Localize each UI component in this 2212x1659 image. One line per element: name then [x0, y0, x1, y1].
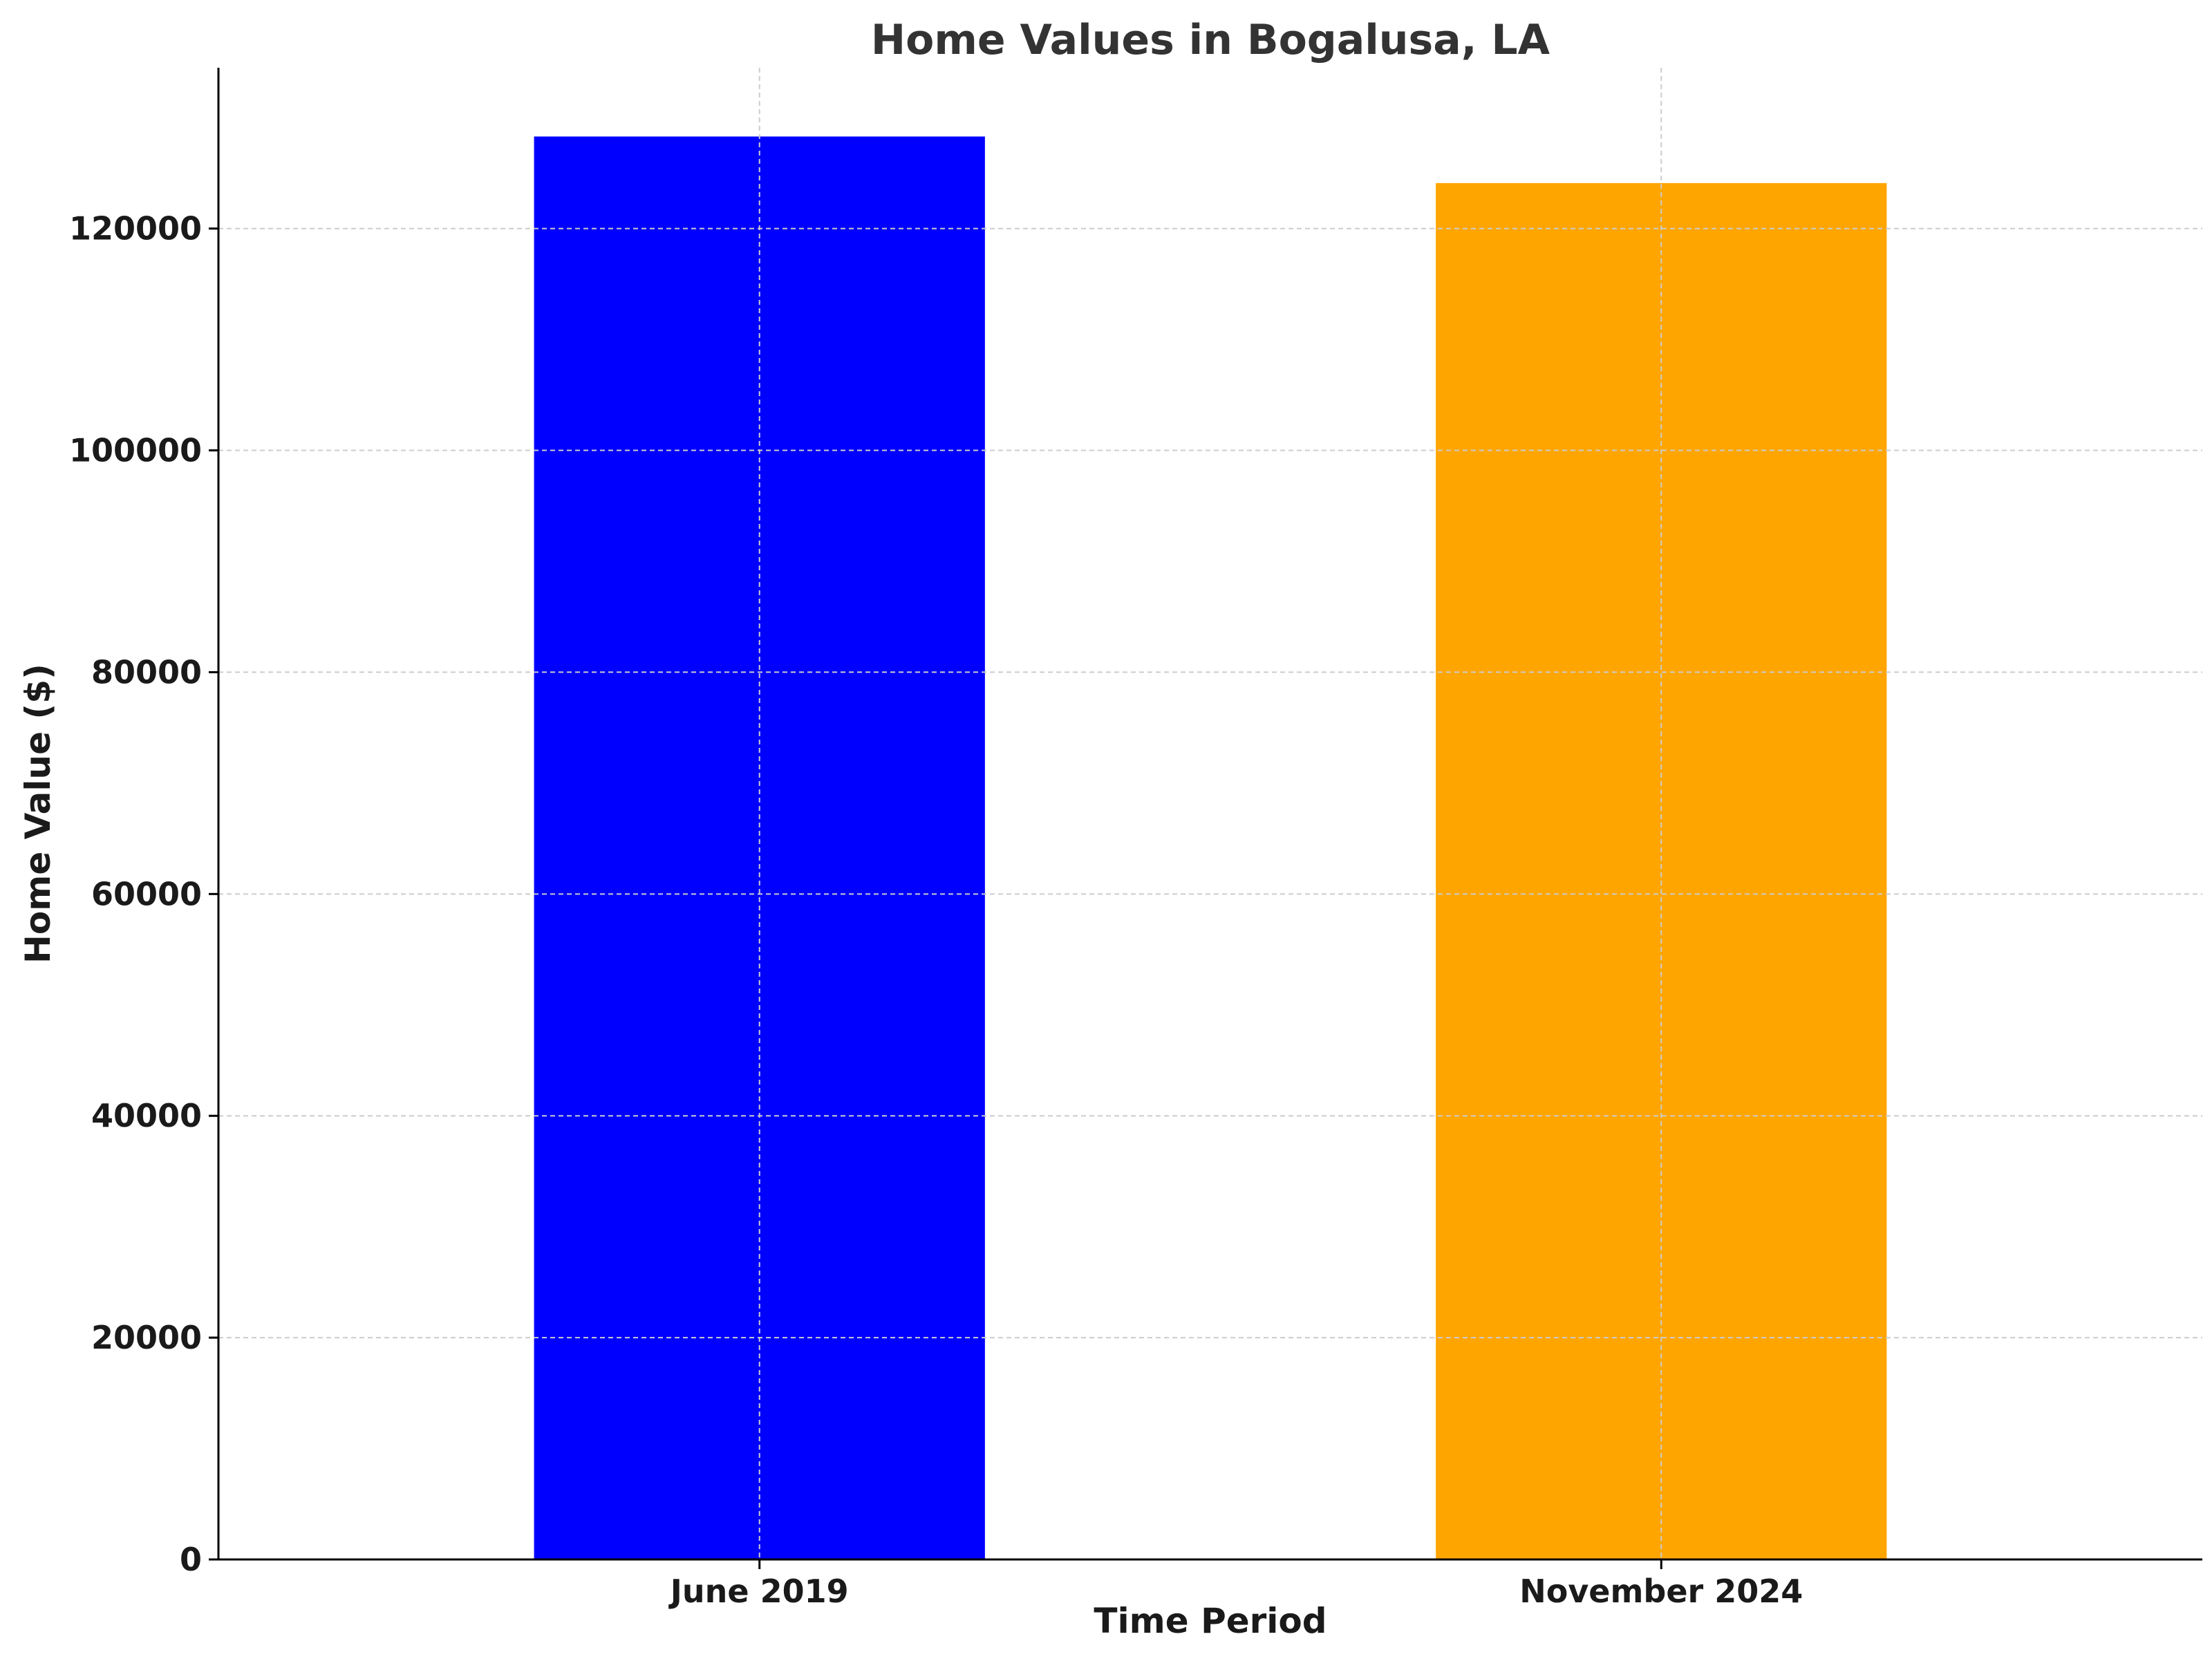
x-tick-label: November 2024 [1519, 1573, 1803, 1610]
x-tick-label: June 2019 [668, 1573, 849, 1610]
y-tick-label: 40000 [91, 1097, 202, 1134]
y-tick-label: 80000 [91, 653, 202, 691]
x-axis-label: Time Period [1094, 1601, 1327, 1641]
y-axis-label: Home Value ($) [18, 664, 58, 964]
y-tick-label: 100000 [69, 432, 202, 469]
tick-layer: 0 20000 40000 60000 80000 100000 120000 June 20… [69, 210, 1803, 1610]
y-tick-label: 0 [180, 1541, 202, 1578]
y-tick-label: 20000 [91, 1319, 202, 1356]
bar [1436, 182, 1887, 1559]
bar-layer [534, 136, 1887, 1560]
grid-layer [218, 68, 2202, 1559]
chart-title: Home Values in Bogalusa, LA [871, 16, 1550, 64]
y-tick-label: 120000 [69, 210, 202, 247]
y-tick-label: 60000 [91, 875, 202, 912]
axis-layer [217, 68, 2202, 1561]
